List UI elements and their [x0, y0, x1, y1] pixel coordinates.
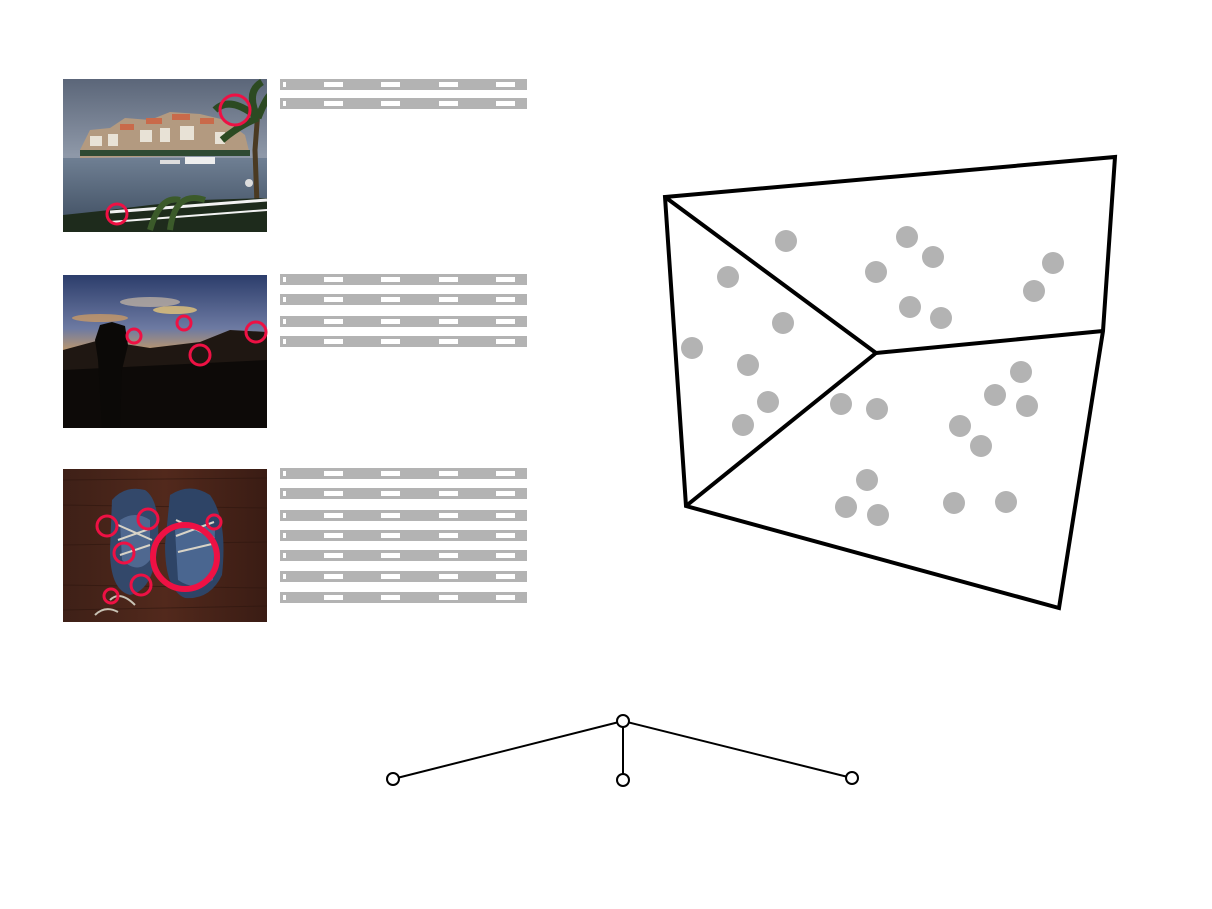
- tree-leaf-node: [616, 773, 630, 787]
- feature-point: [772, 312, 794, 334]
- partition-edge: [663, 195, 878, 355]
- keypoint: [175, 314, 193, 332]
- descriptor-bar: [280, 336, 527, 347]
- keypoint: [112, 541, 136, 565]
- tree-leaf-node: [386, 772, 400, 786]
- vocabulary-tree: [386, 714, 859, 787]
- feature-point: [775, 230, 797, 252]
- sunset-photo: [63, 275, 267, 428]
- feature-point: [899, 296, 921, 318]
- keypoint: [244, 320, 268, 344]
- keypoint: [188, 343, 212, 367]
- feature-point: [866, 398, 888, 420]
- feature-point: [970, 435, 992, 457]
- feature-point: [717, 266, 739, 288]
- tree-leaf-node: [845, 771, 859, 785]
- feature-point: [1042, 252, 1064, 274]
- harbor-photo: [63, 79, 267, 232]
- feature-point: [943, 492, 965, 514]
- partition-edge: [684, 351, 878, 508]
- feature-point: [1023, 280, 1045, 302]
- feature-space-boundary: [662, 154, 1118, 611]
- keypoint: [105, 202, 129, 226]
- feature-point: [737, 354, 759, 376]
- feature-point: [995, 491, 1017, 513]
- tree-edge: [622, 720, 853, 779]
- descriptor-bar: [280, 592, 527, 603]
- keypoint: [102, 587, 120, 605]
- partition-edge: [875, 329, 1104, 355]
- tree-root-node: [616, 714, 630, 728]
- feature-point: [732, 414, 754, 436]
- descriptor-bar: [280, 294, 527, 305]
- keypoints: [95, 93, 268, 605]
- feature-point: [922, 246, 944, 268]
- feature-points: [681, 226, 1064, 526]
- shoes-photo: [63, 469, 267, 622]
- feature-point: [1010, 361, 1032, 383]
- descriptor-bar: [280, 550, 527, 561]
- descriptor-bar: [280, 530, 527, 541]
- keypoint: [150, 522, 220, 592]
- feature-point: [984, 384, 1006, 406]
- keypoint: [129, 573, 153, 597]
- tree-edge: [392, 720, 624, 780]
- descriptor-bar: [280, 510, 527, 521]
- feature-point: [856, 469, 878, 491]
- feature-point: [830, 393, 852, 415]
- descriptor-vectors: [280, 79, 527, 603]
- descriptor-bar: [280, 79, 527, 90]
- feature-point: [1016, 395, 1038, 417]
- feature-point: [835, 496, 857, 518]
- keypoint: [136, 507, 160, 531]
- keypoint: [95, 514, 119, 538]
- descriptor-bar: [280, 98, 527, 109]
- feature-space: [662, 154, 1118, 611]
- feature-point: [757, 391, 779, 413]
- keypoint: [125, 327, 143, 345]
- partition-lines: [662, 154, 1118, 611]
- feature-point: [681, 337, 703, 359]
- keypoint: [205, 513, 223, 531]
- feature-point: [949, 415, 971, 437]
- feature-point: [865, 261, 887, 283]
- descriptor-bar: [280, 488, 527, 499]
- descriptor-bar: [280, 316, 527, 327]
- feature-point: [896, 226, 918, 248]
- feature-point: [867, 504, 889, 526]
- descriptor-bar: [280, 468, 527, 479]
- descriptor-bar: [280, 274, 527, 285]
- descriptor-bar: [280, 571, 527, 582]
- feature-point: [930, 307, 952, 329]
- keypoint: [218, 93, 252, 127]
